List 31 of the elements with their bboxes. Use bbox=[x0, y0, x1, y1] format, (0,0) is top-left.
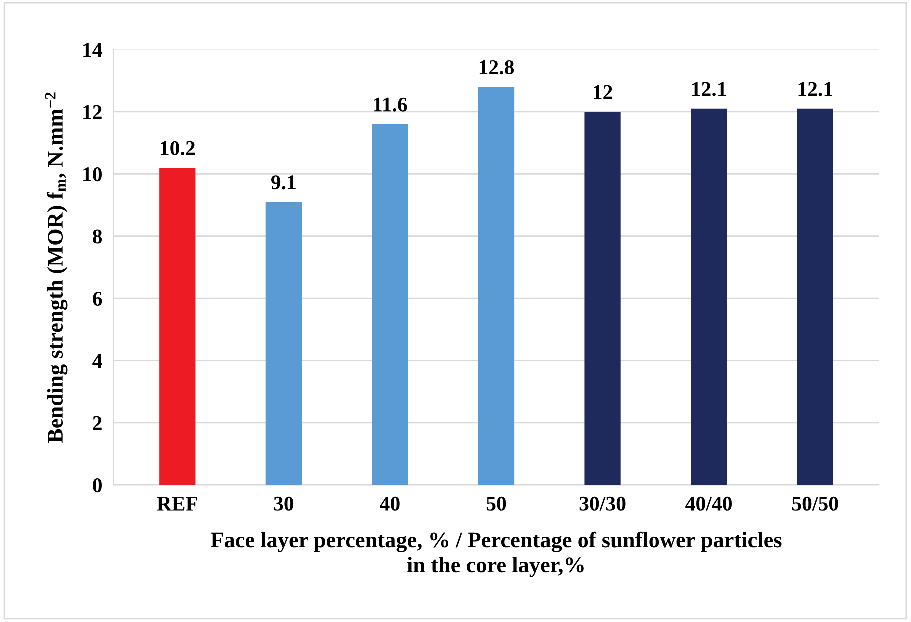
x-tick-label: 50 bbox=[486, 496, 506, 511]
data-label: 12.1 bbox=[798, 82, 832, 96]
data-label: 9.1 bbox=[271, 176, 296, 190]
bar bbox=[160, 168, 196, 486]
bar bbox=[690, 108, 728, 486]
x-tick-label: 40 bbox=[380, 496, 400, 511]
x-tick-label: 30 bbox=[274, 496, 294, 511]
x-tick-label: 50/50 bbox=[792, 496, 838, 511]
y-tick-label: 2 bbox=[93, 416, 102, 430]
data-label: 12.8 bbox=[480, 60, 514, 75]
y-tick-label: 14 bbox=[84, 43, 102, 57]
data-label: 10.2 bbox=[161, 141, 195, 156]
y-axis-title: Bending strength (MOR) f$_{m}$, N.mm$^{−2}$ bbox=[45, 92, 68, 444]
x-tick-label: 40/40 bbox=[686, 496, 732, 511]
bar bbox=[266, 202, 302, 486]
data-label: 11.6 bbox=[374, 98, 408, 112]
bar bbox=[584, 112, 621, 486]
data-label: 12 bbox=[594, 85, 612, 100]
x-axis-title: Face layer percentage, % / Percentage of sunflower particles in the core layer,% bbox=[211, 532, 782, 578]
bar bbox=[478, 87, 515, 486]
bar bbox=[797, 108, 834, 486]
y-tick-label: 10 bbox=[84, 168, 102, 182]
y-tick-label: 6 bbox=[93, 292, 102, 306]
y-tick-label: 8 bbox=[93, 230, 102, 244]
y-tick-label: 0 bbox=[93, 478, 102, 493]
x-tick-label: 30/30 bbox=[580, 496, 626, 511]
x-tick-label: REF bbox=[157, 497, 198, 511]
y-tick-label: 4 bbox=[92, 354, 102, 368]
data-label: 12.1 bbox=[692, 82, 726, 96]
y-tick-label: 12 bbox=[84, 105, 102, 120]
bar bbox=[372, 124, 408, 486]
